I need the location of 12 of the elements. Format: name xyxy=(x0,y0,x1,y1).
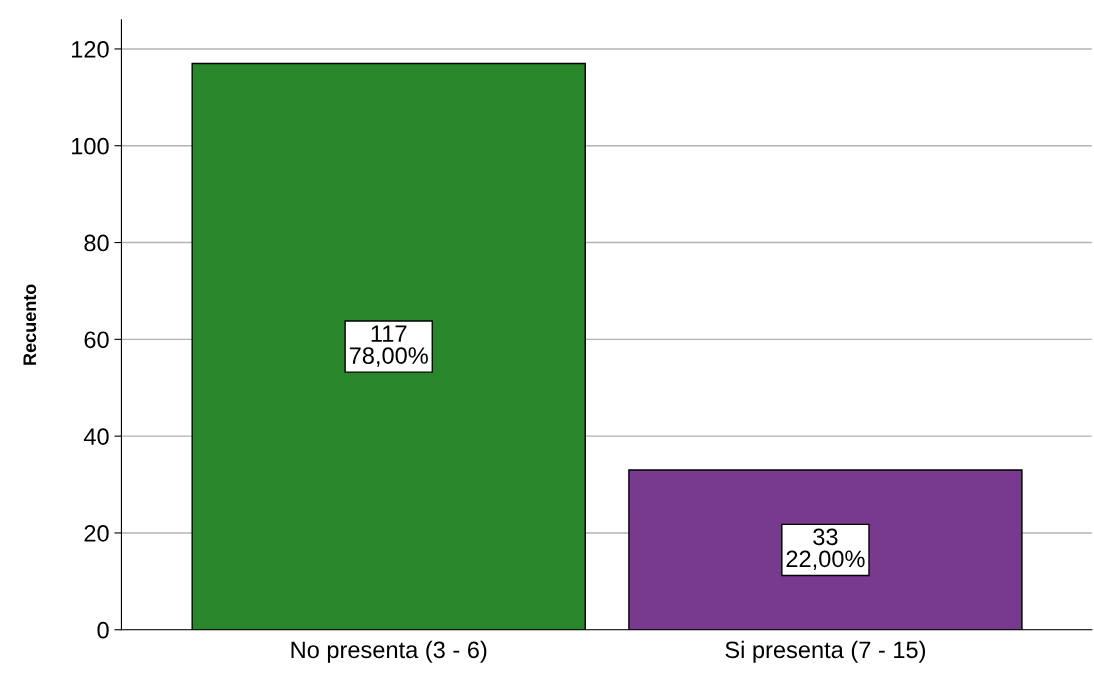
y-tick-label: 80 xyxy=(84,234,109,252)
y-tick-label: 120 xyxy=(72,41,109,58)
y-tick-label: 40 xyxy=(83,428,109,445)
y-tick-label: 20 xyxy=(84,525,109,542)
data-label: 117 78,00% xyxy=(349,325,428,367)
x-tick-label: Si presenta (7 - 15) xyxy=(725,640,926,663)
data-label: 33 22,00% xyxy=(786,528,865,571)
y-axis-title: Recuento xyxy=(23,284,37,365)
y-tick-label: 60 xyxy=(84,331,109,349)
y-tick-label: 100 xyxy=(72,137,109,155)
y-tick-label: 0 xyxy=(97,621,109,639)
x-tick-label: No presenta (3 - 6) xyxy=(291,640,487,663)
